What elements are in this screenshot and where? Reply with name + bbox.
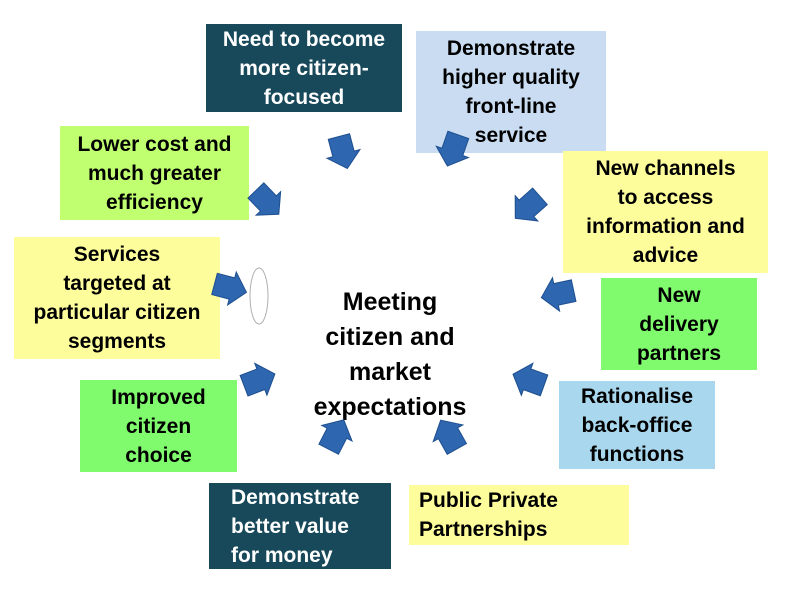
box-citizen-focused: Need to become more citizen- focused (206, 24, 402, 112)
arrow-services-targeted-icon (211, 270, 248, 307)
box-delivery-partners: New delivery partners (601, 278, 757, 370)
arrow-ppp-icon (432, 419, 468, 456)
arrow-lower-cost-icon (247, 182, 282, 216)
box-back-office: Rationalise back-office functions (559, 381, 715, 469)
box-services-targeted: Services targeted at particular citizen … (14, 237, 220, 359)
arrow-citizen-focused-icon (325, 133, 362, 170)
arrow-citizen-choice-icon (239, 362, 276, 397)
arrow-front-line-icon (435, 130, 470, 167)
box-new-channels: New channels to access information and a… (563, 151, 768, 273)
box-public-private: Public Private Partnerships (409, 485, 629, 545)
arrow-back-office-icon (512, 362, 549, 397)
box-citizen-choice: Improved citizen choice (80, 380, 237, 472)
small-ellipse (249, 267, 269, 325)
arrow-delivery-partners-icon (540, 276, 577, 313)
center-label: Meeting citizen and market expectations (313, 288, 467, 421)
arrow-value-money-icon (318, 419, 353, 455)
box-value-for-money: Demonstrate better value for money (209, 483, 391, 569)
box-lower-cost: Lower cost and much greater efficiency (60, 126, 249, 220)
arrow-new-channels-icon (514, 187, 548, 222)
